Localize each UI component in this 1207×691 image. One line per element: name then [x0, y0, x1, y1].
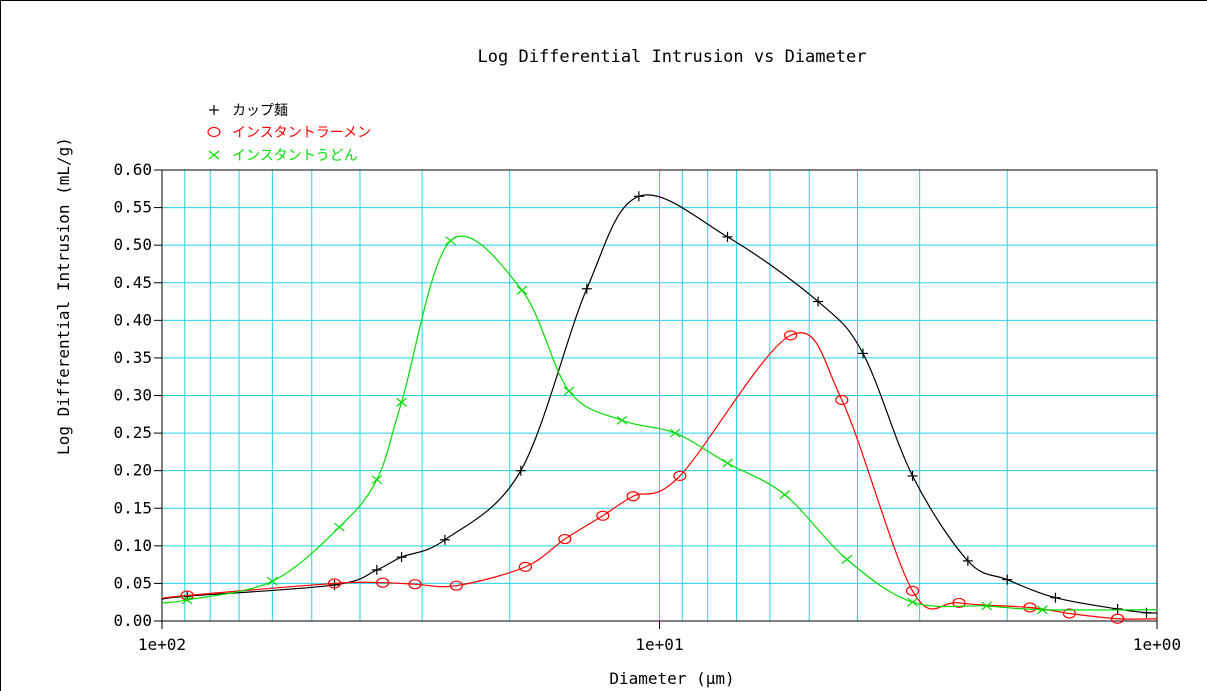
x-axis-label: Diameter (µm): [609, 669, 734, 688]
y-tick-label: 0.60: [113, 160, 152, 179]
data-point-cross: [445, 236, 456, 246]
data-point-plus: [813, 296, 824, 307]
data-point-circle: [558, 533, 572, 545]
data-point-circle: [449, 580, 464, 591]
legend-marker-plus: [209, 105, 219, 115]
series-instant-ramen: [161, 330, 1158, 624]
y-tick-label: 0.00: [113, 611, 152, 630]
chart-title: Log Differential Intrusion vs Diameter: [478, 47, 867, 67]
x-tick-label: 1e+02: [138, 635, 186, 654]
data-point-plus: [857, 348, 868, 359]
legend-item-instant-udon: インスタントうどん: [208, 148, 358, 164]
x-tick-label: 1e+01: [635, 635, 683, 654]
data-point-cross: [266, 576, 278, 586]
data-point-circle: [784, 330, 798, 341]
data-point-cross: [334, 522, 345, 532]
x-tick-label: 1e+00: [1133, 635, 1181, 654]
data-point-circle: [327, 578, 342, 589]
series-cup-noodle: [161, 191, 1158, 618]
data-point-plus: [722, 231, 733, 242]
data-point-cross: [371, 475, 383, 485]
y-tick-label: 0.05: [113, 573, 152, 592]
data-point-circle: [207, 126, 221, 138]
data-point-plus: [396, 552, 407, 563]
data-point-plus: [515, 465, 526, 476]
y-tick-label: 0.10: [113, 536, 152, 555]
y-tick-label: 0.20: [113, 461, 152, 480]
data-point-plus: [1050, 592, 1061, 603]
data-point-plus: [209, 105, 219, 115]
legend-label: カップ麺: [232, 103, 288, 119]
data-point-circle: [518, 561, 533, 572]
data-point-cross: [722, 458, 733, 468]
y-axis-label: Log Differential Intrusion (mL/g): [54, 137, 73, 455]
data-point-cross: [981, 601, 993, 611]
data-point-cross: [516, 285, 528, 295]
legend: カップ麺 インスタントラーメン インスタントうどん: [207, 103, 371, 164]
series-instant-udon: [161, 235, 1158, 615]
y-tick-label: 0.15: [113, 498, 152, 517]
data-point-cross: [563, 386, 575, 396]
y-tick-label: 0.45: [113, 273, 152, 292]
data-point-circle: [905, 585, 920, 597]
legend-marker-cross: [208, 150, 220, 160]
data-point-cross: [841, 554, 853, 564]
data-point-plus: [1112, 603, 1123, 614]
data-point-circle: [376, 577, 390, 588]
series-layer: [161, 191, 1158, 624]
data-point-circle: [626, 491, 640, 502]
y-tick-label: 0.35: [113, 348, 152, 367]
y-tick-label: 0.25: [113, 423, 152, 442]
data-point-circle: [1111, 613, 1125, 624]
data-point-plus: [371, 564, 382, 575]
data-point-plus: [633, 191, 644, 202]
data-point-circle: [952, 597, 966, 609]
series-line: [161, 332, 1158, 620]
data-point-cross: [669, 428, 681, 438]
legend-marker-circle: [207, 126, 221, 138]
data-point-cross: [1036, 605, 1048, 615]
data-point-cross: [616, 415, 628, 425]
data-point-cross: [779, 490, 791, 500]
data-point-plus: [439, 534, 450, 545]
y-tick-label: 0.30: [113, 386, 152, 405]
data-point-cross: [181, 595, 193, 605]
data-point-circle: [1062, 608, 1076, 619]
data-point-circle: [835, 394, 849, 406]
data-point-circle: [673, 470, 687, 482]
ticks: 0.00 0.05 0.10 0.15 0.20 0.25 0.30 0.35 0.40 0.45…: [113, 160, 1181, 654]
data-point-cross: [396, 397, 407, 407]
data-point-circle: [408, 579, 422, 590]
data-point-plus: [581, 283, 592, 294]
legend-item-instant-ramen: インスタントラーメン: [207, 125, 371, 141]
data-point-cross: [208, 150, 220, 160]
data-point-circle: [596, 510, 610, 521]
data-point-cross: [907, 597, 918, 607]
legend-item-cup-noodle: カップ麺: [209, 103, 288, 119]
legend-label: インスタントラーメン: [232, 125, 371, 141]
data-point-circle: [1023, 602, 1037, 613]
grid: [162, 170, 1157, 621]
legend-label: インスタントうどん: [232, 148, 358, 164]
data-point-plus: [962, 555, 973, 566]
data-point-plus: [1002, 574, 1013, 585]
data-point-plus: [907, 470, 918, 481]
y-tick-label: 0.40: [113, 310, 152, 329]
y-tick-label: 0.55: [113, 198, 152, 217]
y-tick-label: 0.50: [113, 235, 152, 254]
